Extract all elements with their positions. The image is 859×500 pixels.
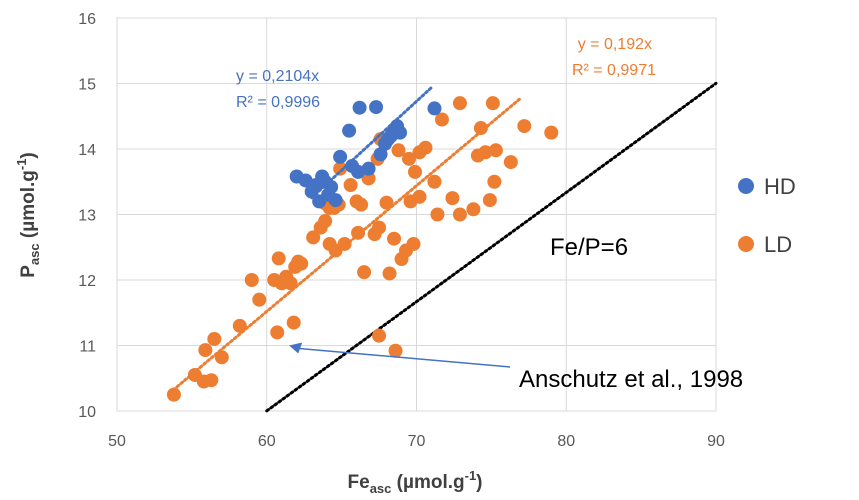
x-tick-label: 60	[258, 433, 276, 450]
y-tick-labels: 10 11 12 13 14 15 16	[78, 11, 96, 421]
y-tick-label: 15	[78, 77, 96, 94]
point-ld	[452, 96, 467, 111]
point-ld	[337, 236, 352, 251]
y-tick-label: 11	[79, 339, 96, 356]
ld-equation: y = 0,192x	[578, 36, 652, 53]
point-ld	[361, 171, 376, 186]
point-ld	[207, 331, 222, 346]
x-tick-label: 50	[108, 433, 126, 450]
trendline-hd	[310, 86, 433, 200]
point-ld	[270, 325, 285, 340]
point-ld	[244, 273, 259, 287]
legend-label-ld: LD	[764, 232, 792, 257]
point-ld	[517, 119, 532, 134]
point-ld	[434, 112, 449, 127]
point-ld	[214, 350, 229, 365]
point-hd	[328, 193, 343, 208]
reference-line	[265, 81, 718, 413]
point-hd	[369, 100, 384, 115]
x-tick-label: 70	[408, 433, 426, 450]
point-ld	[503, 155, 518, 170]
x-tick-labels: 50 60 70 80 90	[108, 433, 725, 450]
point-ld	[387, 231, 402, 246]
point-ld	[430, 207, 445, 222]
point-ld	[204, 373, 219, 388]
legend-marker-ld	[738, 236, 754, 252]
point-hd	[298, 173, 313, 188]
point-ld	[427, 174, 442, 189]
y-tick-label: 12	[78, 273, 96, 290]
point-ld	[391, 143, 406, 158]
point-ld	[408, 164, 423, 179]
x-tick-label: 90	[707, 433, 725, 450]
point-ld	[354, 197, 369, 212]
arrow-head	[289, 342, 303, 354]
point-ld	[286, 315, 301, 330]
source-label: Anschutz et al., 1998	[519, 366, 743, 393]
point-ld	[283, 276, 298, 291]
point-ld	[294, 256, 309, 271]
y-tick-label: 14	[78, 142, 96, 159]
annotation-arrow	[289, 342, 511, 368]
point-ld	[544, 125, 559, 140]
point-hd	[333, 149, 348, 164]
hd-r2: R² = 0,9996	[236, 94, 320, 111]
point-ld	[318, 214, 333, 229]
point-ld	[473, 121, 488, 136]
point-hd	[342, 123, 357, 138]
point-ld	[357, 265, 372, 280]
point-ld	[372, 220, 387, 235]
hd-equation: y = 0,2104x	[236, 68, 319, 85]
point-ld	[452, 207, 467, 222]
point-ld	[478, 145, 493, 160]
point-hd	[352, 100, 367, 115]
point-hd	[324, 179, 339, 194]
y-tick-label: 16	[78, 11, 96, 28]
ld-r2: R² = 0,9971	[572, 62, 656, 79]
point-ld	[412, 189, 427, 204]
point-ld	[402, 151, 417, 166]
point-ld	[482, 193, 497, 208]
y-tick-label: 13	[78, 208, 96, 225]
fe-p-ratio-line	[265, 81, 718, 413]
plot-border	[116, 17, 717, 412]
x-axis-title: Feasc (µmol.g-1)	[348, 468, 483, 496]
point-ld	[379, 195, 394, 210]
point-hd	[361, 161, 376, 176]
point-ld	[382, 266, 397, 281]
point-ld	[232, 318, 247, 333]
y-tick-label: 10	[78, 404, 96, 421]
point-ld	[487, 174, 502, 189]
point-ld	[343, 178, 358, 193]
point-ld	[466, 202, 481, 217]
legend: HD LD	[738, 174, 796, 257]
point-hd	[427, 101, 442, 116]
point-ld	[306, 230, 321, 245]
point-ld	[388, 343, 403, 358]
point-ld	[252, 292, 267, 307]
x-tick-label: 80	[557, 433, 575, 450]
point-ld	[271, 251, 286, 266]
point-ld	[198, 343, 213, 358]
point-ld	[372, 328, 387, 343]
point-ld	[418, 140, 433, 155]
series-points	[166, 96, 559, 402]
point-ld	[406, 236, 421, 251]
point-ld	[488, 143, 503, 158]
point-ld	[333, 161, 348, 176]
point-ld	[445, 191, 460, 206]
trendlines	[167, 86, 523, 395]
y-axis-title: Pasc (µmol.g-1)	[14, 152, 42, 278]
point-hd	[373, 147, 388, 162]
plot-area	[116, 17, 717, 412]
legend-marker-hd	[738, 178, 754, 194]
point-ld	[485, 96, 500, 111]
point-hd	[393, 125, 408, 140]
trendline-ld	[167, 96, 523, 395]
legend-label-hd: HD	[764, 174, 796, 199]
ratio-label: Fe/P=6	[550, 234, 628, 261]
arrow-shaft	[299, 347, 511, 368]
